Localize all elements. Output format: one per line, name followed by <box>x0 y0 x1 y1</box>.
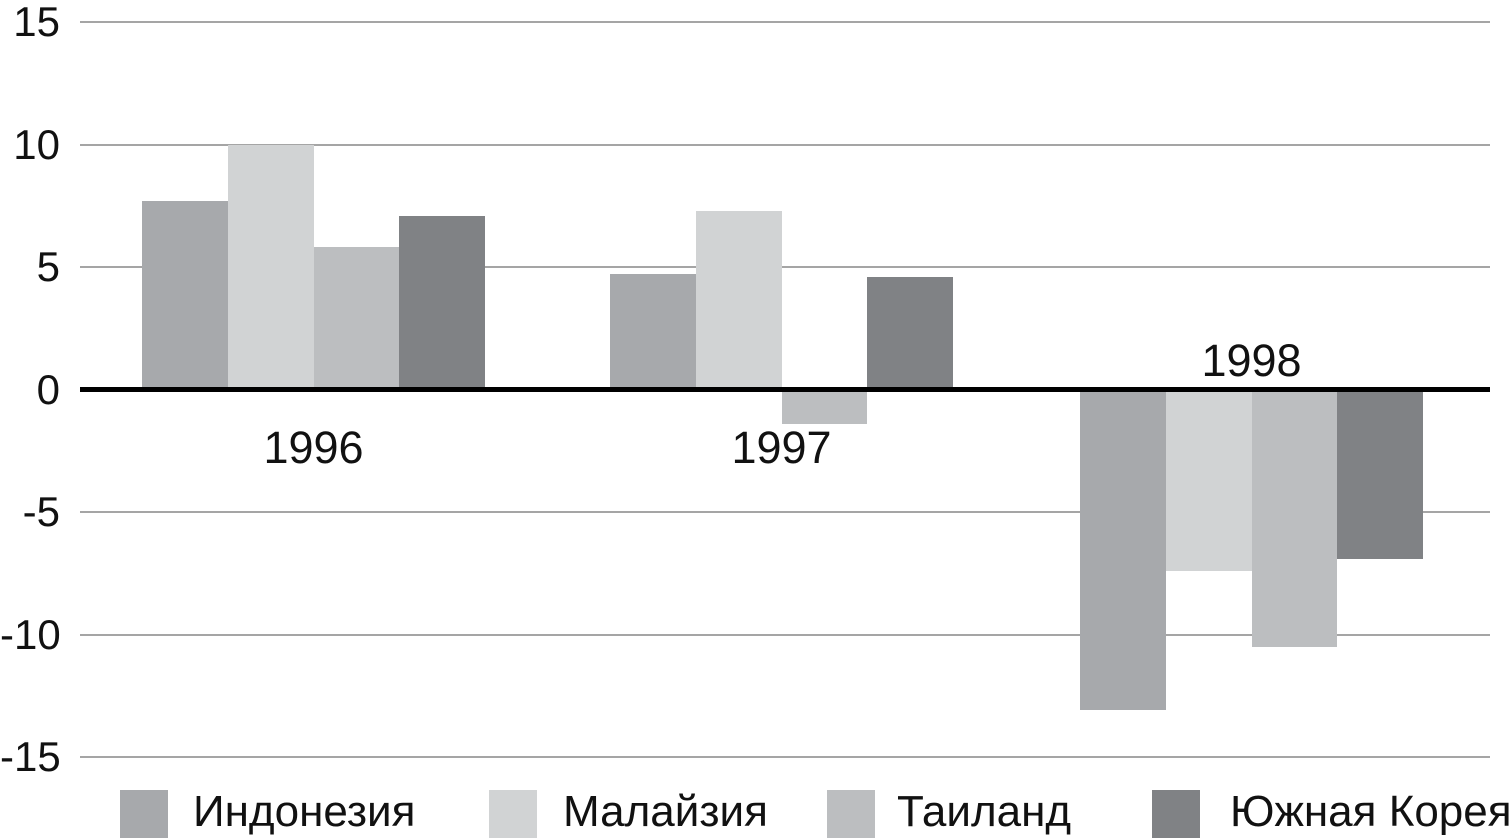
y-axis-tick-label: 10 <box>13 120 60 168</box>
gridline <box>80 756 1490 758</box>
bar-1998-series-2 <box>1251 389 1338 647</box>
legend-label-1: Малайзия <box>563 787 768 836</box>
bar-1996-series-0 <box>142 200 228 390</box>
bar-1997-series-1 <box>695 210 782 390</box>
category-label-1998: 1998 <box>1201 335 1302 386</box>
gridline <box>80 143 1490 146</box>
legend-swatch-0 <box>120 790 168 838</box>
bar-1997-series-3 <box>867 276 953 390</box>
gridline <box>80 511 1490 513</box>
legend-swatch-2 <box>827 790 875 838</box>
y-axis-tick-label: -5 <box>22 488 60 535</box>
bar-1996-series-2 <box>313 247 400 390</box>
gridline <box>80 633 1490 636</box>
y-axis-tick-label: -15 <box>0 733 61 780</box>
y-axis-tick-label: 15 <box>13 0 60 45</box>
legend-label-0: Индонезия <box>193 787 416 836</box>
legend-swatch-1 <box>489 790 537 838</box>
bar-1998-series-0 <box>1080 389 1166 711</box>
y-axis-tick-label: 5 <box>36 243 60 290</box>
y-axis-tick-label: 0 <box>36 365 60 413</box>
gridline <box>80 21 1490 23</box>
legend-swatch-3 <box>1152 790 1200 838</box>
gridline <box>80 266 1490 268</box>
bar-1996-series-3 <box>399 215 485 390</box>
bar-1996-series-1 <box>227 144 314 390</box>
legend-label-3: Южная Корея <box>1230 787 1512 836</box>
bar-1997-series-2 <box>781 389 868 424</box>
bar-1998-series-1 <box>1165 389 1252 571</box>
y-axis-tick-label: -10 <box>0 610 61 658</box>
bar-1998-series-3 <box>1337 389 1423 559</box>
legend-label-2: Таиланд <box>897 787 1072 836</box>
zero-axis-line <box>80 387 1490 392</box>
bar-1997-series-0 <box>610 274 696 390</box>
category-label-1997: 1997 <box>731 422 832 473</box>
category-label-1996: 1996 <box>263 422 364 473</box>
